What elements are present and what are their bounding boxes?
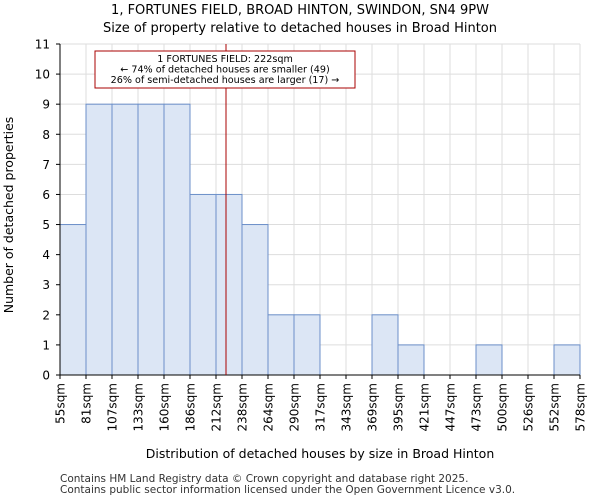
footer-copyright: Contains HM Land Registry data © Crown c…	[60, 473, 469, 485]
x-tick-label: 369sqm	[366, 383, 380, 431]
histogram-bar	[215, 193, 243, 376]
x-tick-label: 264sqm	[262, 383, 276, 431]
histogram-bar	[267, 314, 295, 376]
y-tick-label: 9	[42, 98, 50, 112]
bars-layer	[59, 103, 581, 376]
x-tick-label: 212sqm	[210, 383, 224, 431]
chart-subtitle: Size of property relative to detached ho…	[103, 21, 497, 36]
x-tick-label: 552sqm	[548, 383, 562, 431]
x-tick-label: 290sqm	[288, 383, 302, 431]
axes-layer: 0 1 2 3 4 5 6 7 8 9 10 11 55sqm 81sqm 107sqm 133sqm 160s…	[35, 38, 588, 432]
chart-title: 1, FORTUNES FIELD, BROAD HINTON, SWINDON…	[111, 3, 489, 18]
x-axis-label: Distribution of detached houses by size …	[146, 446, 495, 461]
x-tick-label: 395sqm	[392, 383, 406, 431]
x-tick-label: 500sqm	[496, 383, 510, 431]
y-tick-label: 5	[42, 218, 50, 232]
histogram-bar	[59, 224, 87, 376]
y-tick-label: 10	[35, 68, 50, 82]
x-tick-label: 447sqm	[444, 383, 458, 431]
x-tick-label: 578sqm	[574, 383, 588, 431]
y-tick-label: 11	[35, 38, 50, 52]
histogram-bar	[553, 344, 581, 376]
histogram-bar	[189, 193, 217, 376]
y-tick-label: 1	[42, 338, 50, 352]
x-tick-label: 317sqm	[314, 383, 328, 431]
y-tick-label: 2	[42, 308, 50, 322]
x-tick-label: 186sqm	[184, 383, 198, 431]
x-tick-label: 160sqm	[158, 383, 172, 431]
footer-licence: Contains public sector information licen…	[60, 484, 516, 496]
histogram-bar	[293, 314, 321, 376]
x-tick-label: 133sqm	[132, 383, 146, 431]
x-tick-label: 473sqm	[470, 383, 484, 431]
histogram-bar	[163, 103, 191, 376]
y-tick-label: 6	[42, 188, 50, 202]
y-tick-label: 7	[42, 158, 50, 172]
histogram-bar	[397, 344, 425, 376]
x-tick-label: 421sqm	[418, 383, 432, 431]
annotation-text: 1 FORTUNES FIELD: 222sqm	[157, 54, 293, 65]
y-tick-label: 8	[42, 128, 50, 142]
y-tick-label: 3	[42, 278, 50, 292]
x-tick-label: 238sqm	[236, 383, 250, 431]
x-tick-label: 343sqm	[340, 383, 354, 431]
histogram-bar	[371, 314, 399, 376]
y-tick-label: 0	[42, 369, 50, 383]
histogram-bar	[137, 103, 165, 376]
x-tick-label: 55sqm	[54, 383, 68, 424]
x-tick-label: 107sqm	[106, 383, 120, 431]
y-axis-label: Number of detached properties	[1, 117, 16, 314]
histogram-bar	[111, 103, 139, 376]
x-tick-label: 81sqm	[80, 383, 94, 424]
annotation-box	[94, 50, 356, 89]
annotation-text: 26% of semi-detached houses are larger (…	[111, 75, 340, 86]
histogram-bar	[475, 344, 503, 376]
histogram-bar	[241, 224, 269, 376]
marker-layer: 1 FORTUNES FIELD: 222sqm← 74% of detache…	[94, 44, 356, 375]
x-tick-label: 526sqm	[522, 383, 536, 431]
annotation-text: ← 74% of detached houses are smaller (49…	[120, 65, 329, 76]
y-tick-label: 4	[42, 248, 50, 262]
histogram-bar	[85, 103, 113, 376]
